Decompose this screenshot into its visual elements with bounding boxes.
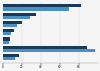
Bar xyxy=(3,41,9,44)
Bar xyxy=(3,4,81,7)
Bar xyxy=(3,13,36,16)
Bar xyxy=(3,54,19,57)
Bar xyxy=(3,16,29,19)
Bar xyxy=(3,21,22,24)
Bar xyxy=(3,7,69,11)
Bar xyxy=(3,29,14,32)
Bar xyxy=(3,32,11,36)
Bar xyxy=(3,49,95,52)
Bar xyxy=(3,57,15,60)
Bar xyxy=(3,46,86,49)
Bar xyxy=(3,37,10,41)
Bar xyxy=(3,24,17,27)
